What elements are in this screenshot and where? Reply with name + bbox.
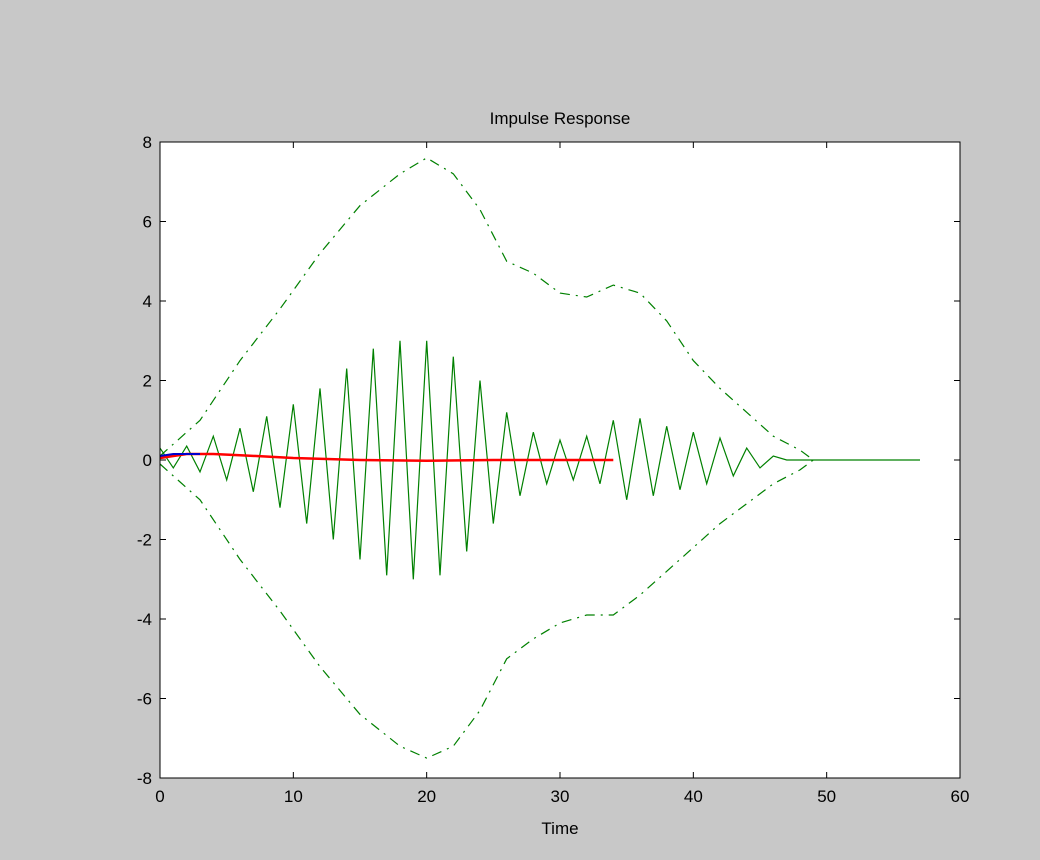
plot-lines (159, 157, 920, 759)
y-tick-label: 0 (143, 451, 152, 470)
axis-ticks: 0 10 20 30 40 50 60 -8 -6 -4 -2 0 2 4 6 8 (137, 133, 970, 806)
y-tick-label: -8 (137, 769, 152, 788)
series-line-5 (159, 453, 200, 457)
x-tick-label: 20 (417, 787, 436, 806)
x-tick-label: 10 (284, 787, 303, 806)
series-line-1 (159, 340, 920, 580)
x-tick-label: 50 (817, 787, 836, 806)
y-tick-label: 6 (143, 213, 152, 232)
y-tick-label: 2 (143, 372, 152, 391)
chart-title: Impulse Response (490, 109, 631, 128)
y-tick-label: -4 (137, 610, 152, 629)
y-tick-label: -6 (137, 690, 152, 709)
x-tick-label: 60 (951, 787, 970, 806)
y-tick-label: 4 (143, 292, 152, 311)
x-tick-label: 30 (551, 787, 570, 806)
series-line-2 (159, 157, 814, 461)
x-tick-label: 0 (155, 787, 164, 806)
x-tick-label: 40 (684, 787, 703, 806)
y-tick-label: -2 (137, 531, 152, 550)
x-axis-label: Time (541, 819, 578, 838)
y-tick-label: 8 (143, 133, 152, 152)
